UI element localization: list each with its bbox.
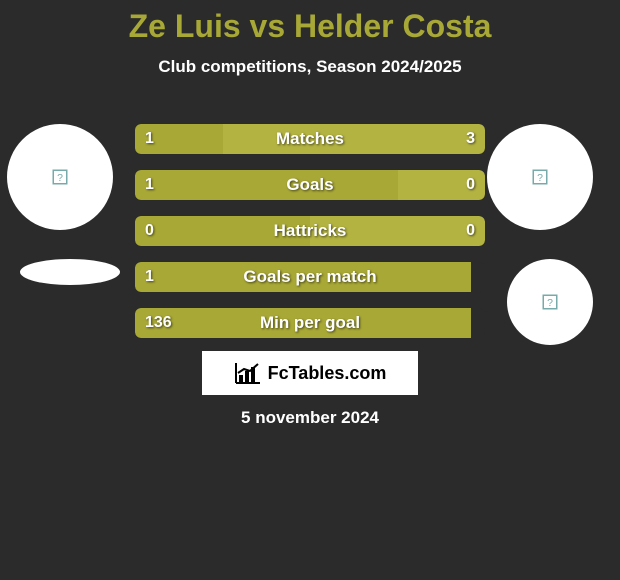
player-right-club-avatar: ? (507, 259, 593, 345)
date-text: 5 november 2024 (0, 408, 620, 428)
placeholder-icon: ? (531, 168, 549, 186)
bar-row: Hattricks0 0 (135, 216, 485, 246)
comparison-chart: ? ? ? Matches13Goals10Hattricks00Goals p… (0, 0, 620, 580)
bar-value-right: 0 (466, 170, 475, 200)
bar-value-right: 3 (466, 124, 475, 154)
player-left-logo-ellipse (20, 259, 120, 285)
bar-value-left: 1 (145, 124, 154, 154)
player-left-avatar: ? (7, 124, 113, 230)
placeholder-icon: ? (541, 293, 559, 311)
bar-label: Min per goal (135, 308, 485, 338)
bar-row: Goals per match1 (135, 262, 485, 292)
svg-text:?: ? (547, 297, 553, 309)
bar-label: Matches (135, 124, 485, 154)
bar-value-left: 0 (145, 216, 154, 246)
bar-value-left: 136 (145, 308, 172, 338)
player-right-avatar: ? (487, 124, 593, 230)
brand-chart-icon (234, 361, 262, 385)
bar-row: Goals1 0 (135, 170, 485, 200)
bar-row: Matches1 3 (135, 124, 485, 154)
brand-box: FcTables.com (202, 351, 418, 395)
bar-label: Goals per match (135, 262, 485, 292)
bar-label: Hattricks (135, 216, 485, 246)
bar-label: Goals (135, 170, 485, 200)
bars-container: Matches13Goals10Hattricks00Goals per mat… (135, 124, 485, 354)
bar-value-right: 0 (466, 216, 475, 246)
svg-text:?: ? (57, 172, 63, 184)
placeholder-icon: ? (51, 168, 69, 186)
brand-text: FcTables.com (268, 363, 387, 384)
svg-text:?: ? (537, 172, 543, 184)
bar-value-left: 1 (145, 262, 154, 292)
bar-value-left: 1 (145, 170, 154, 200)
bar-row: Min per goal136 (135, 308, 485, 338)
